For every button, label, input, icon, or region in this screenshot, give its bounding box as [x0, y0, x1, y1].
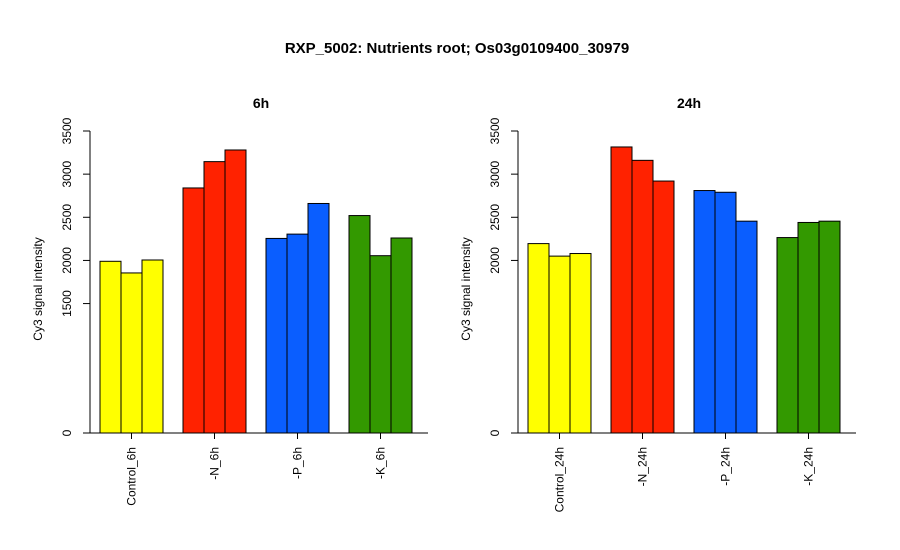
x-tick-label: -N_24h	[636, 447, 650, 486]
y-tick-label: 0	[488, 429, 502, 436]
bar	[652, 180, 675, 434]
bar	[735, 220, 758, 434]
y-tick-label: 1500	[60, 290, 74, 317]
y-tick-label: 0	[60, 429, 74, 436]
y-tick-label: 3000	[488, 160, 502, 187]
bar	[548, 255, 571, 434]
y-tick-label: 3000	[60, 160, 74, 187]
bar	[182, 187, 205, 434]
bar	[818, 220, 841, 434]
x-tick-label: -K_24h	[802, 447, 816, 486]
bar	[141, 259, 164, 434]
panel-title: 24h	[677, 95, 701, 111]
bar	[348, 215, 371, 434]
bar	[693, 190, 716, 434]
x-tick-label: -P_24h	[719, 447, 733, 486]
bar	[569, 253, 592, 434]
bar	[776, 237, 799, 434]
y-tick-label: 2000	[488, 247, 502, 274]
y-tick-label: 3500	[60, 117, 74, 144]
y-axis-label: Cy3 signal intensity	[459, 237, 473, 340]
bar	[99, 260, 122, 434]
bar	[224, 149, 247, 434]
bar	[390, 237, 413, 434]
bar	[631, 159, 654, 434]
bar	[286, 233, 309, 434]
bar	[714, 191, 737, 434]
bar	[120, 272, 143, 434]
y-tick-label: 2500	[488, 204, 502, 231]
figure-title: RXP_5002: Nutrients root; Os03g0109400_3…	[285, 40, 629, 57]
x-tick-label: -N_6h	[208, 447, 222, 480]
bar	[610, 146, 633, 434]
bar	[369, 255, 392, 434]
panel-title: 6h	[253, 95, 269, 111]
y-axis-label: Cy3 signal intensity	[31, 237, 45, 340]
y-tick-label: 2000	[60, 247, 74, 274]
bar	[797, 221, 820, 434]
bar	[265, 237, 288, 434]
chart-panel-24h: 24h 0 2000 2500 3000 3500 Cy3 signal intensity…	[459, 95, 856, 512]
bar	[203, 161, 226, 434]
x-tick-label: Control_24h	[553, 447, 567, 512]
x-tick-label: -P_6h	[291, 447, 305, 479]
y-tick-label: 3500	[488, 117, 502, 144]
x-tick-label: Control_6h	[125, 447, 139, 506]
y-tick-label: 2500	[60, 204, 74, 231]
chart-panel-6h: 6h 0 1500 2000 2500 3000 3500 Cy3 signal intens…	[31, 95, 428, 506]
x-tick-label: -K_6h	[374, 447, 388, 479]
bar	[307, 202, 330, 434]
bar	[527, 243, 550, 434]
